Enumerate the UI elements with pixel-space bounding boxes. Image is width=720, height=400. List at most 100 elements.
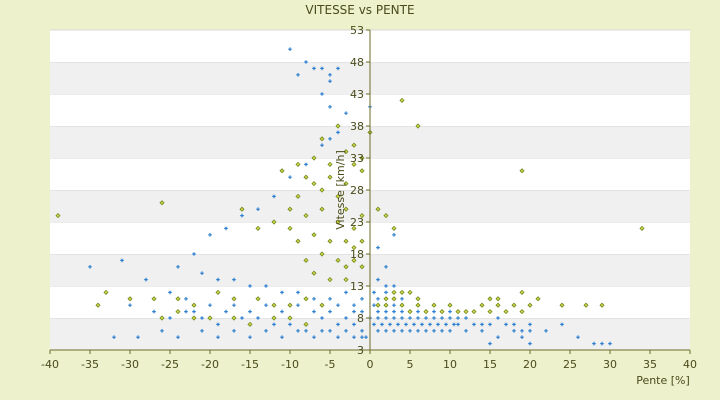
data-point: [279, 168, 285, 174]
data-point: [312, 66, 316, 71]
data-point: [351, 257, 357, 263]
data-point: [600, 341, 604, 346]
data-point: [112, 335, 116, 339]
data-point: [384, 309, 388, 314]
data-point: [511, 302, 517, 308]
data-point: [608, 341, 612, 346]
data-point: [519, 289, 525, 295]
data-point: [351, 245, 357, 251]
data-point: [384, 284, 388, 288]
data-point: [320, 143, 324, 147]
data-point: [320, 316, 324, 320]
data-point: [304, 60, 308, 64]
data-point: [336, 322, 340, 327]
data-point: [207, 315, 213, 321]
data-point: [319, 206, 325, 212]
data-point: [519, 168, 525, 174]
data-point: [376, 245, 380, 250]
data-point: [256, 207, 260, 211]
data-point: [495, 302, 501, 308]
data-point: [247, 321, 253, 327]
data-point: [448, 309, 452, 314]
data-point: [359, 155, 365, 161]
data-point: [407, 309, 413, 315]
data-point: [487, 309, 493, 315]
data-point: [344, 111, 348, 115]
data-point: [239, 206, 245, 212]
data-point: [224, 309, 228, 314]
data-point: [328, 309, 332, 314]
x-tick-label: 40: [683, 358, 697, 371]
y-tick-label: 8: [357, 312, 364, 325]
data-point: [95, 302, 101, 308]
data-point: [424, 316, 428, 320]
data-point: [415, 302, 421, 308]
data-point: [452, 322, 456, 327]
data-point: [343, 181, 349, 187]
data-point: [319, 302, 325, 308]
data-point: [440, 316, 444, 320]
data-point: [343, 206, 349, 212]
data-point: [512, 322, 516, 327]
y-tick-label: 28: [350, 184, 364, 197]
data-point: [343, 238, 349, 244]
x-tick-label: -25: [161, 358, 179, 371]
data-point: [384, 316, 388, 320]
data-point: [456, 316, 460, 320]
data-point: [432, 309, 436, 314]
y-tick-label: 33: [350, 152, 364, 165]
data-point: [471, 309, 477, 315]
data-point: [288, 175, 292, 179]
data-point: [184, 309, 188, 314]
data-point: [431, 302, 437, 308]
data-point: [480, 322, 484, 327]
data-point: [416, 309, 420, 314]
x-tick-label: -5: [325, 358, 336, 371]
x-tick-label: 35: [643, 358, 657, 371]
data-point: [391, 296, 397, 302]
data-point: [288, 322, 292, 327]
data-point: [464, 316, 468, 320]
x-tick-label: -40: [41, 358, 59, 371]
data-point: [399, 289, 405, 295]
data-point: [231, 315, 237, 321]
data-point: [384, 265, 388, 269]
data-point: [232, 303, 236, 307]
data-point: [392, 329, 396, 333]
data-point: [560, 322, 564, 327]
data-point: [231, 296, 237, 302]
data-point: [311, 270, 317, 276]
data-point: [272, 322, 276, 327]
data-point: [287, 315, 293, 321]
data-point: [583, 302, 589, 308]
data-point: [296, 303, 300, 307]
data-point: [512, 329, 516, 333]
data-point: [327, 277, 333, 283]
data-point: [527, 302, 533, 308]
data-point: [416, 316, 420, 320]
x-tick-label: -10: [281, 358, 299, 371]
data-point: [407, 289, 413, 295]
data-point: [375, 206, 381, 212]
y-tick-label: 48: [350, 56, 364, 69]
data-point: [352, 309, 356, 314]
y-tick-label: 23: [350, 216, 364, 229]
data-point: [287, 206, 293, 212]
data-point: [372, 322, 376, 327]
data-point: [200, 316, 204, 320]
data-point: [255, 225, 261, 231]
data-point: [328, 137, 332, 141]
data-point: [303, 321, 309, 327]
data-point: [544, 329, 548, 333]
data-point: [320, 92, 324, 96]
data-point: [392, 233, 396, 237]
x-tick-label: -15: [241, 358, 259, 371]
data-point: [391, 225, 397, 231]
data-point: [224, 226, 228, 231]
data-point: [216, 322, 220, 327]
data-point: [271, 315, 277, 321]
x-tick-label: 30: [603, 358, 617, 371]
data-point: [328, 297, 332, 301]
data-point: [448, 329, 452, 333]
